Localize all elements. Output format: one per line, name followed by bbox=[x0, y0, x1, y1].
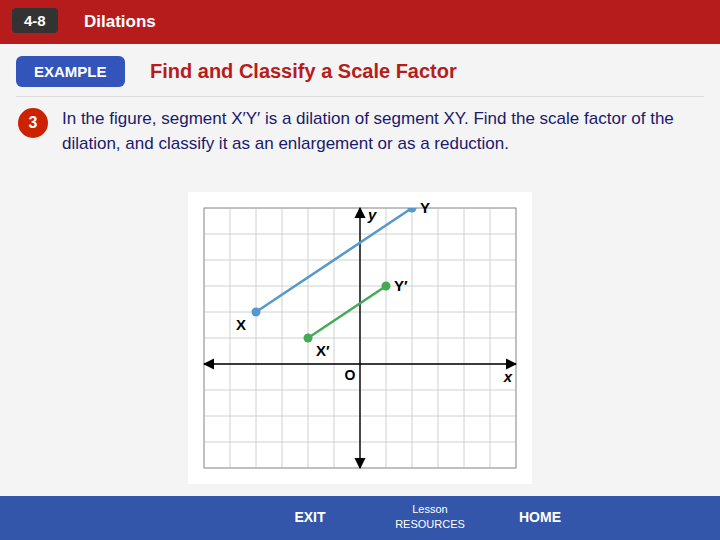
title: Find and Classify a Scale Factor bbox=[150, 60, 457, 83]
footer-bar bbox=[0, 496, 720, 540]
point bbox=[252, 308, 261, 317]
origin-label: O bbox=[345, 367, 356, 383]
footer-home: HOME bbox=[510, 509, 570, 525]
plot-area bbox=[252, 208, 417, 343]
grid-line-x bbox=[360, 208, 361, 468]
point-label: X bbox=[236, 316, 246, 333]
header-label: 4-8 bbox=[12, 8, 58, 33]
plot-frame bbox=[204, 208, 516, 468]
header-title: Dilations bbox=[84, 12, 156, 32]
point-label: Y′ bbox=[394, 277, 408, 294]
point-label: X′ bbox=[316, 342, 330, 359]
footer-exit: EXIT bbox=[280, 509, 340, 525]
segment bbox=[308, 286, 386, 338]
problem-text: In the figure, segment X′Y′ is a dilatio… bbox=[62, 106, 692, 156]
y-axis-label: y bbox=[367, 206, 377, 223]
point bbox=[382, 282, 391, 291]
segment bbox=[256, 208, 412, 312]
point-label: Y bbox=[420, 199, 430, 216]
y-axis bbox=[359, 208, 360, 468]
point bbox=[304, 334, 313, 343]
separator bbox=[16, 96, 704, 97]
point bbox=[408, 208, 417, 213]
x-axis-label: x bbox=[503, 368, 513, 385]
footer-lesson: Lesson RESOURCES bbox=[380, 502, 480, 532]
example-badge: EXAMPLE bbox=[16, 56, 125, 87]
graph: x y O X Y X′ Y′ bbox=[188, 192, 532, 484]
problem-number: 3 bbox=[18, 108, 48, 138]
